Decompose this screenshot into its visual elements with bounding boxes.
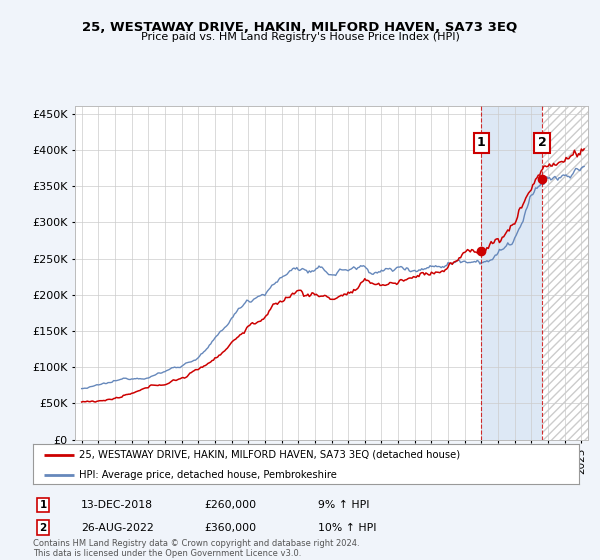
Text: 10% ↑ HPI: 10% ↑ HPI (318, 522, 377, 533)
Text: 13-DEC-2018: 13-DEC-2018 (81, 500, 153, 510)
Text: 25, WESTAWAY DRIVE, HAKIN, MILFORD HAVEN, SA73 3EQ (detached house): 25, WESTAWAY DRIVE, HAKIN, MILFORD HAVEN… (79, 450, 461, 460)
Text: 9% ↑ HPI: 9% ↑ HPI (318, 500, 370, 510)
Text: £360,000: £360,000 (204, 522, 256, 533)
Text: Contains HM Land Registry data © Crown copyright and database right 2024.
This d: Contains HM Land Registry data © Crown c… (33, 539, 359, 558)
Text: Price paid vs. HM Land Registry's House Price Index (HPI): Price paid vs. HM Land Registry's House … (140, 32, 460, 43)
Text: HPI: Average price, detached house, Pembrokeshire: HPI: Average price, detached house, Pemb… (79, 470, 337, 480)
Bar (542, 106, 588, 440)
Text: 26-AUG-2022: 26-AUG-2022 (81, 522, 154, 533)
Bar (481, 106, 542, 440)
Text: 1: 1 (477, 136, 486, 149)
Text: 2: 2 (538, 136, 547, 149)
Text: 1: 1 (40, 500, 47, 510)
Text: £260,000: £260,000 (204, 500, 256, 510)
Text: 25, WESTAWAY DRIVE, HAKIN, MILFORD HAVEN, SA73 3EQ: 25, WESTAWAY DRIVE, HAKIN, MILFORD HAVEN… (82, 21, 518, 34)
Text: 2: 2 (40, 522, 47, 533)
